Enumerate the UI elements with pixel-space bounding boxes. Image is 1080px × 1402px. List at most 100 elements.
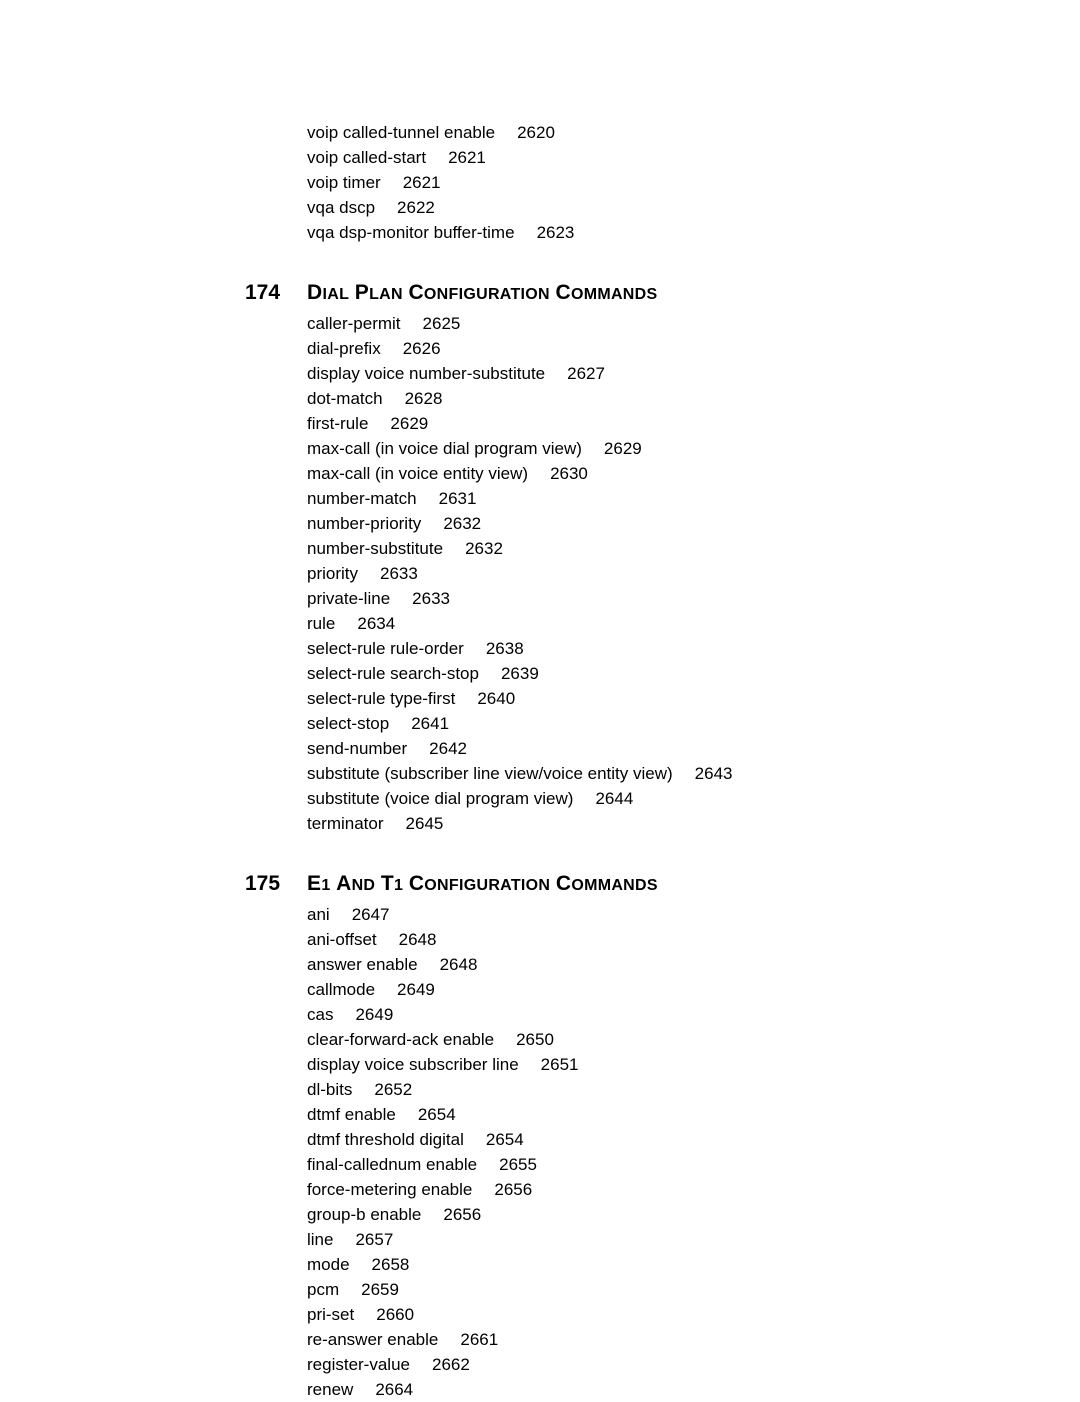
entry-text: substitute (voice dial program view) bbox=[307, 789, 573, 808]
entry-page: 2644 bbox=[595, 786, 633, 811]
entry-page: 2622 bbox=[397, 195, 435, 220]
entry-text: answer enable bbox=[307, 955, 418, 974]
entry-page: 2648 bbox=[399, 927, 437, 952]
entry-page: 2621 bbox=[403, 170, 441, 195]
entry-page: 2629 bbox=[604, 436, 642, 461]
entry-text: renew bbox=[307, 1380, 353, 1399]
entry-page: 2650 bbox=[516, 1027, 554, 1052]
entry-text: number-priority bbox=[307, 514, 421, 533]
toc-entry: voip timer2621 bbox=[245, 170, 960, 195]
entry-page: 2654 bbox=[486, 1127, 524, 1152]
entry-page: 2651 bbox=[541, 1052, 579, 1077]
entry-text: send-number bbox=[307, 739, 407, 758]
entry-text: callmode bbox=[307, 980, 375, 999]
entry-page: 2643 bbox=[695, 761, 733, 786]
entry-text: select-rule rule-order bbox=[307, 639, 464, 658]
entry-page: 2662 bbox=[432, 1352, 470, 1377]
entry-page: 2642 bbox=[429, 736, 467, 761]
toc-entry: dl-bits 2652 bbox=[245, 1077, 960, 1102]
entry-page: 2649 bbox=[397, 977, 435, 1002]
entry-page: 2639 bbox=[501, 661, 539, 686]
entry-page: 2634 bbox=[357, 611, 395, 636]
toc-entry: number-priority 2632 bbox=[245, 511, 960, 536]
entry-text: caller-permit bbox=[307, 314, 401, 333]
entry-page: 2629 bbox=[390, 411, 428, 436]
entry-text: display voice number-substitute bbox=[307, 364, 545, 383]
entry-text: force-metering enable bbox=[307, 1180, 472, 1199]
entry-page: 2661 bbox=[460, 1327, 498, 1352]
toc-entry: private-line 2633 bbox=[245, 586, 960, 611]
toc-entry: max-call (in voice dial program view) 262… bbox=[245, 436, 960, 461]
entry-page: 2620 bbox=[517, 120, 555, 145]
entry-text: dial-prefix bbox=[307, 339, 381, 358]
entry-text: number-match bbox=[307, 489, 417, 508]
entry-page: 2628 bbox=[405, 386, 443, 411]
toc-entry: re-answer enable2661 bbox=[245, 1327, 960, 1352]
entry-text: ani bbox=[307, 905, 330, 924]
entry-page: 2656 bbox=[443, 1202, 481, 1227]
entry-page: 2627 bbox=[567, 361, 605, 386]
toc-entry: dtmf threshold digital 2654 bbox=[245, 1127, 960, 1152]
entry-page: 2641 bbox=[411, 711, 449, 736]
entry-page: 2660 bbox=[376, 1302, 414, 1327]
entry-page: 2638 bbox=[486, 636, 524, 661]
toc-entry: select-stop 2641 bbox=[245, 711, 960, 736]
entry-text: voip called-tunnel enable bbox=[307, 123, 495, 142]
entry-page: 2658 bbox=[372, 1252, 410, 1277]
entry-page: 2657 bbox=[355, 1227, 393, 1252]
entry-text: mode bbox=[307, 1255, 350, 1274]
toc-entry: max-call (in voice entity view)2630 bbox=[245, 461, 960, 486]
entry-page: 2631 bbox=[439, 486, 477, 511]
toc-entry: terminator2645 bbox=[245, 811, 960, 836]
entry-page: 2655 bbox=[499, 1152, 537, 1177]
entry-text: rule bbox=[307, 614, 335, 633]
entry-page: 2654 bbox=[418, 1102, 456, 1127]
entry-text: max-call (in voice dial program view) bbox=[307, 439, 582, 458]
toc-entry: vqa dsp-monitor buffer-time 2623 bbox=[245, 220, 960, 245]
toc-entry: cas 2649 bbox=[245, 1002, 960, 1027]
toc-entry: pri-set 2660 bbox=[245, 1302, 960, 1327]
toc-entry: display voice number-substitute 2627 bbox=[245, 361, 960, 386]
entry-page: 2633 bbox=[412, 586, 450, 611]
entry-text: dot-match bbox=[307, 389, 383, 408]
entry-page: 2632 bbox=[443, 511, 481, 536]
entry-text: select-stop bbox=[307, 714, 389, 733]
entry-text: cas bbox=[307, 1005, 333, 1024]
toc-entry: select-rule search-stop2639 bbox=[245, 661, 960, 686]
toc-entry: substitute (voice dial program view) 2644 bbox=[245, 786, 960, 811]
entry-page: 2652 bbox=[374, 1077, 412, 1102]
toc-page: voip called-tunnel enable 2620voip called… bbox=[245, 120, 960, 1402]
entry-page: 2623 bbox=[537, 220, 575, 245]
entry-text: max-call (in voice entity view) bbox=[307, 464, 528, 483]
entry-page: 2640 bbox=[477, 686, 515, 711]
entry-text: number-substitute bbox=[307, 539, 443, 558]
toc-entry: register-value2662 bbox=[245, 1352, 960, 1377]
entry-text: vqa dsp-monitor buffer-time bbox=[307, 223, 515, 242]
toc-entry: renew 2664 bbox=[245, 1377, 960, 1402]
entry-text: final-callednum enable bbox=[307, 1155, 477, 1174]
toc-entry: dtmf enable 2654 bbox=[245, 1102, 960, 1127]
toc-entry: dot-match 2628 bbox=[245, 386, 960, 411]
toc-entry: number-match 2631 bbox=[245, 486, 960, 511]
entry-page: 2632 bbox=[465, 536, 503, 561]
entry-text: dl-bits bbox=[307, 1080, 352, 1099]
entry-text: dtmf enable bbox=[307, 1105, 396, 1124]
entry-text: private-line bbox=[307, 589, 390, 608]
entry-page: 2656 bbox=[494, 1177, 532, 1202]
entry-text: substitute (subscriber line view/voice e… bbox=[307, 764, 673, 783]
entry-text: dtmf threshold digital bbox=[307, 1130, 464, 1149]
entry-page: 2659 bbox=[361, 1277, 399, 1302]
entry-text: pri-set bbox=[307, 1305, 354, 1324]
entry-text: terminator bbox=[307, 814, 384, 833]
entry-page: 2649 bbox=[355, 1002, 393, 1027]
entry-page: 2664 bbox=[375, 1377, 413, 1402]
toc-entry: voip called-tunnel enable 2620 bbox=[245, 120, 960, 145]
toc-entry: display voice subscriber line2651 bbox=[245, 1052, 960, 1077]
entry-page: 2648 bbox=[440, 952, 478, 977]
toc-entry: pcm2659 bbox=[245, 1277, 960, 1302]
toc-entry: first-rule2629 bbox=[245, 411, 960, 436]
toc-entry: ani2647 bbox=[245, 902, 960, 927]
toc-entry: vqa dscp2622 bbox=[245, 195, 960, 220]
section-title: E1 AND T1 CONFIGURATION COMMANDS bbox=[307, 872, 658, 896]
toc-entry: caller-permit2625 bbox=[245, 311, 960, 336]
